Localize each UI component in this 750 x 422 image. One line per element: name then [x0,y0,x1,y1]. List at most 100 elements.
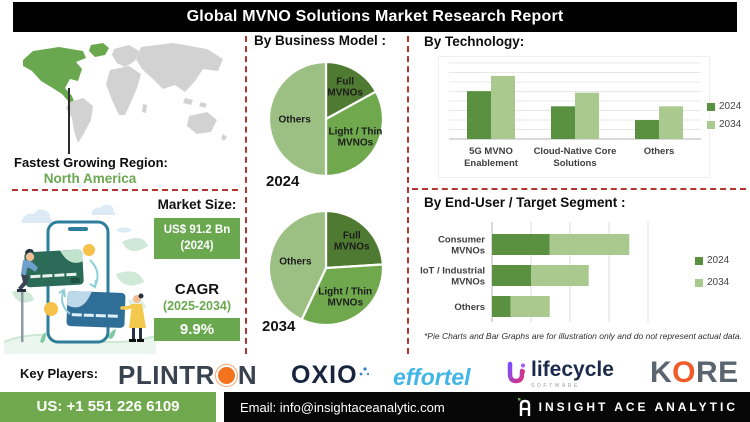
svg-text:Full: Full [336,77,354,88]
plintron-o-icon [217,367,235,384]
svg-text:Enablement: Enablement [464,158,519,169]
fastest-growing-value: North America [43,171,137,186]
legend-swatch-2024 [695,256,703,265]
market-size-panel: Market Size: US$ 91.2 Bn (2024) CAGR (20… [154,197,240,342]
cagr-label: CAGR [174,281,220,299]
svg-text:MVNOs: MVNOs [338,137,374,148]
disclaimer-footnote: *Pie Charts and Bar Graphs are for illus… [424,331,742,341]
svg-text:Light / Thin: Light / Thin [328,126,382,137]
key-players-label: Key Players: [20,366,99,381]
lifecycle-text: lifecycle [531,358,614,381]
legend-label-2034: 2034 [707,277,730,288]
cagr-period: (2025-2034) [162,299,232,314]
technology-heading: By Technology: [424,34,525,49]
pie-caption-2024: 2024 [266,173,300,190]
map-region-europe [112,45,139,67]
report-title: Global MVNO Solutions Market Research Re… [186,8,564,25]
oxio-sparkle-icon [359,366,369,375]
title-bar: Global MVNO Solutions Market Research Re… [13,2,737,32]
legend-label-2034: 2034 [719,119,742,130]
divider-middle-right [407,36,409,354]
plintron-text-prefix: PLINTR [118,360,215,390]
technology-legend: 2024 2034 [707,101,741,130]
lifecycle-subtext: SOFTWARE [531,383,580,389]
map-region-sea-islands [183,98,193,105]
kore-logo: K O RE [650,356,739,390]
legend-item-2024: 2024 [695,255,729,266]
cloud-icon-2 [91,204,116,215]
fastest-growing-label: Fastest Growing Region: [14,155,168,170]
credit-card-green [24,249,84,288]
svg-text:Full: Full [343,231,361,242]
footer-bar: Email: info@insightaceanalytic.com INSIG… [224,392,750,422]
map-region-sea-islands-2 [199,102,207,108]
svg-text:MVNOs: MVNOs [327,297,363,308]
svg-text:Solutions: Solutions [553,158,596,169]
divider-middle-left [245,36,247,354]
map-region-south-america [66,98,93,143]
map-region-madagascar [142,104,147,113]
divider-right [412,188,746,190]
legend-item-2034: 2034 [695,277,729,288]
oxio-logo: OXIO [291,361,369,390]
lifecycle-u-icon [507,361,525,384]
end-user-legend: 2024 2034 [695,255,729,288]
svg-text:MVNOs: MVNOs [451,246,485,257]
svg-text:Consumer: Consumer [438,235,485,246]
coin-icon [83,244,95,256]
map-region-asia [136,43,223,92]
world-map [23,43,227,143]
cloud-icon [21,209,52,223]
svg-text:MVNOs: MVNOs [334,242,370,253]
end-user-heading: By End-User / Target Segment : [424,195,626,210]
brand-name: INSIGHT ACE ANALYTIC [538,400,738,414]
market-size-label: Market Size: [157,197,237,212]
brand-block: INSIGHT ACE ANALYTIC [517,397,750,417]
effortel-logo: effortel [393,364,471,390]
plintron-logo: PLINTR N [118,360,257,391]
legend-swatch-2034 [707,120,715,129]
svg-text:IoT / Industrial: IoT / Industrial [420,266,485,277]
kore-re: RE [696,356,739,389]
svg-text:Others: Others [454,302,485,313]
market-size-value: US$ 91.2 Bn [163,224,231,236]
svg-text:Cloud-Native Core: Cloud-Native Core [534,146,617,157]
market-size-value-box: US$ 91.2 Bn (2024) [154,218,240,260]
legend-item-2034: 2034 [707,119,741,130]
pie-caption-2034: 2034 [262,318,296,335]
transfer-arrow-up [61,289,71,315]
email-address: Email: info@insightaceanalytic.com [240,399,445,415]
svg-text:Others: Others [279,257,312,268]
payment-illustration [4,204,156,354]
svg-text:Light / Thin: Light / Thin [318,286,372,297]
plintron-text-suffix: N [237,360,258,390]
phone-number: US: +1 551 226 6109 [0,392,216,422]
person-female [120,293,146,342]
lifecycle-logo: lifecycle SOFTWARE [506,359,614,389]
business-model-heading: By Business Model : [254,33,387,48]
insightace-a-icon [517,397,530,416]
divider-left [12,189,238,191]
map-region-africa [106,66,141,115]
svg-text:5G MVNO: 5G MVNO [469,146,513,157]
svg-text:Others: Others [279,115,312,126]
legend-swatch-2024 [707,102,715,111]
svg-text:Others: Others [644,146,675,157]
map-region-north-america [23,47,86,104]
credit-card-blue [66,291,126,328]
legend-swatch-2034 [695,278,703,287]
oxio-text: OXIO [291,361,358,389]
svg-text:MVNOs: MVNOs [327,88,363,99]
market-size-year: (2024) [180,239,214,252]
map-region-greenland [89,43,109,57]
kore-k: K [650,356,673,389]
cagr-value-box: 9.9% [154,318,240,342]
map-region-australia [187,112,217,134]
legend-item-2024: 2024 [707,101,741,112]
map-region-new-zealand [221,134,227,141]
